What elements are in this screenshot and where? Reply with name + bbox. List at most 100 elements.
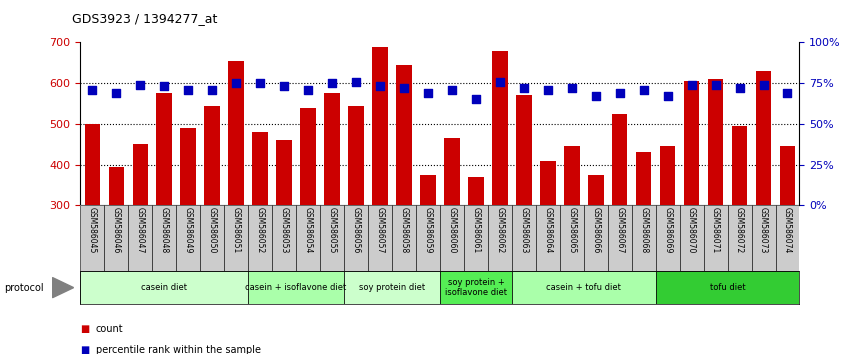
Text: casein + isoflavone diet: casein + isoflavone diet <box>245 283 347 292</box>
Bar <box>85 124 100 205</box>
Text: tofu diet: tofu diet <box>710 283 745 292</box>
Point <box>397 85 410 91</box>
Text: GSM586054: GSM586054 <box>304 207 312 253</box>
Point <box>206 87 219 92</box>
Text: GSM586068: GSM586068 <box>640 207 648 253</box>
Text: GSM586064: GSM586064 <box>543 207 552 253</box>
Bar <box>564 146 580 205</box>
Bar <box>632 205 656 271</box>
Point <box>349 79 363 84</box>
Polygon shape <box>52 278 74 298</box>
Text: casein diet: casein diet <box>141 283 187 292</box>
Point <box>157 84 171 89</box>
Point <box>277 84 291 89</box>
Bar <box>468 177 484 205</box>
Point <box>541 87 554 92</box>
Point <box>517 85 530 91</box>
Bar <box>732 126 747 205</box>
Point <box>373 84 387 89</box>
Bar <box>512 271 656 304</box>
Bar <box>728 205 751 271</box>
Bar <box>320 205 344 271</box>
Text: GSM586071: GSM586071 <box>711 207 720 253</box>
Bar <box>540 161 556 205</box>
Bar <box>512 205 536 271</box>
Bar <box>349 105 364 205</box>
Text: GSM586060: GSM586060 <box>448 207 456 253</box>
Bar <box>492 51 508 205</box>
Bar <box>248 271 344 304</box>
Bar <box>636 152 651 205</box>
Text: GSM586062: GSM586062 <box>496 207 504 253</box>
Bar <box>656 205 679 271</box>
Bar <box>205 105 220 205</box>
Point <box>589 93 602 99</box>
Bar <box>444 138 459 205</box>
Bar <box>180 128 196 205</box>
Point <box>733 85 746 91</box>
Bar <box>133 144 148 205</box>
Text: GSM586069: GSM586069 <box>663 207 672 253</box>
Text: GSM586049: GSM586049 <box>184 207 193 253</box>
Bar <box>780 146 795 205</box>
Bar <box>660 146 675 205</box>
Point <box>613 90 626 96</box>
Point <box>109 90 124 96</box>
Text: GSM586046: GSM586046 <box>112 207 121 253</box>
Text: GSM586072: GSM586072 <box>735 207 744 253</box>
Point <box>181 87 195 92</box>
Bar <box>252 132 268 205</box>
Bar <box>368 205 392 271</box>
Text: GSM586050: GSM586050 <box>208 207 217 253</box>
Point <box>85 87 99 92</box>
Bar <box>392 205 416 271</box>
Point <box>709 82 722 88</box>
Bar <box>152 205 176 271</box>
Bar <box>157 93 172 205</box>
Bar <box>372 47 387 205</box>
Bar <box>344 205 368 271</box>
Text: GSM586053: GSM586053 <box>280 207 288 253</box>
Bar <box>420 175 436 205</box>
Text: GSM586074: GSM586074 <box>783 207 792 253</box>
Text: GSM586066: GSM586066 <box>591 207 600 253</box>
Bar <box>560 205 584 271</box>
Point <box>469 97 482 102</box>
Bar <box>396 65 412 205</box>
Text: ■: ■ <box>80 346 90 354</box>
Point <box>637 87 651 92</box>
Point <box>493 79 507 84</box>
Text: GSM586070: GSM586070 <box>687 207 696 253</box>
Point <box>781 90 794 96</box>
Bar <box>201 205 224 271</box>
Text: count: count <box>96 324 124 334</box>
Bar <box>228 61 244 205</box>
Bar <box>751 205 776 271</box>
Bar <box>440 205 464 271</box>
Point <box>445 87 459 92</box>
Bar <box>344 271 440 304</box>
Text: soy protein diet: soy protein diet <box>359 283 425 292</box>
Bar <box>176 205 201 271</box>
Point <box>134 82 147 88</box>
Text: GSM586059: GSM586059 <box>424 207 432 253</box>
Text: ■: ■ <box>80 324 90 334</box>
Bar <box>272 205 296 271</box>
Bar <box>248 205 272 271</box>
Text: GSM586067: GSM586067 <box>615 207 624 253</box>
Bar <box>588 175 603 205</box>
Bar <box>440 271 512 304</box>
Text: GSM586056: GSM586056 <box>352 207 360 253</box>
Bar <box>488 205 512 271</box>
Bar <box>104 205 129 271</box>
Text: GSM586065: GSM586065 <box>568 207 576 253</box>
Text: soy protein +
isoflavone diet: soy protein + isoflavone diet <box>445 278 507 297</box>
Point <box>325 80 338 86</box>
Text: protocol: protocol <box>4 282 44 293</box>
Point <box>229 80 243 86</box>
Point <box>684 82 698 88</box>
Bar <box>300 108 316 205</box>
Text: GDS3923 / 1394277_at: GDS3923 / 1394277_at <box>72 12 217 25</box>
Text: GSM586051: GSM586051 <box>232 207 240 253</box>
Bar <box>108 167 124 205</box>
